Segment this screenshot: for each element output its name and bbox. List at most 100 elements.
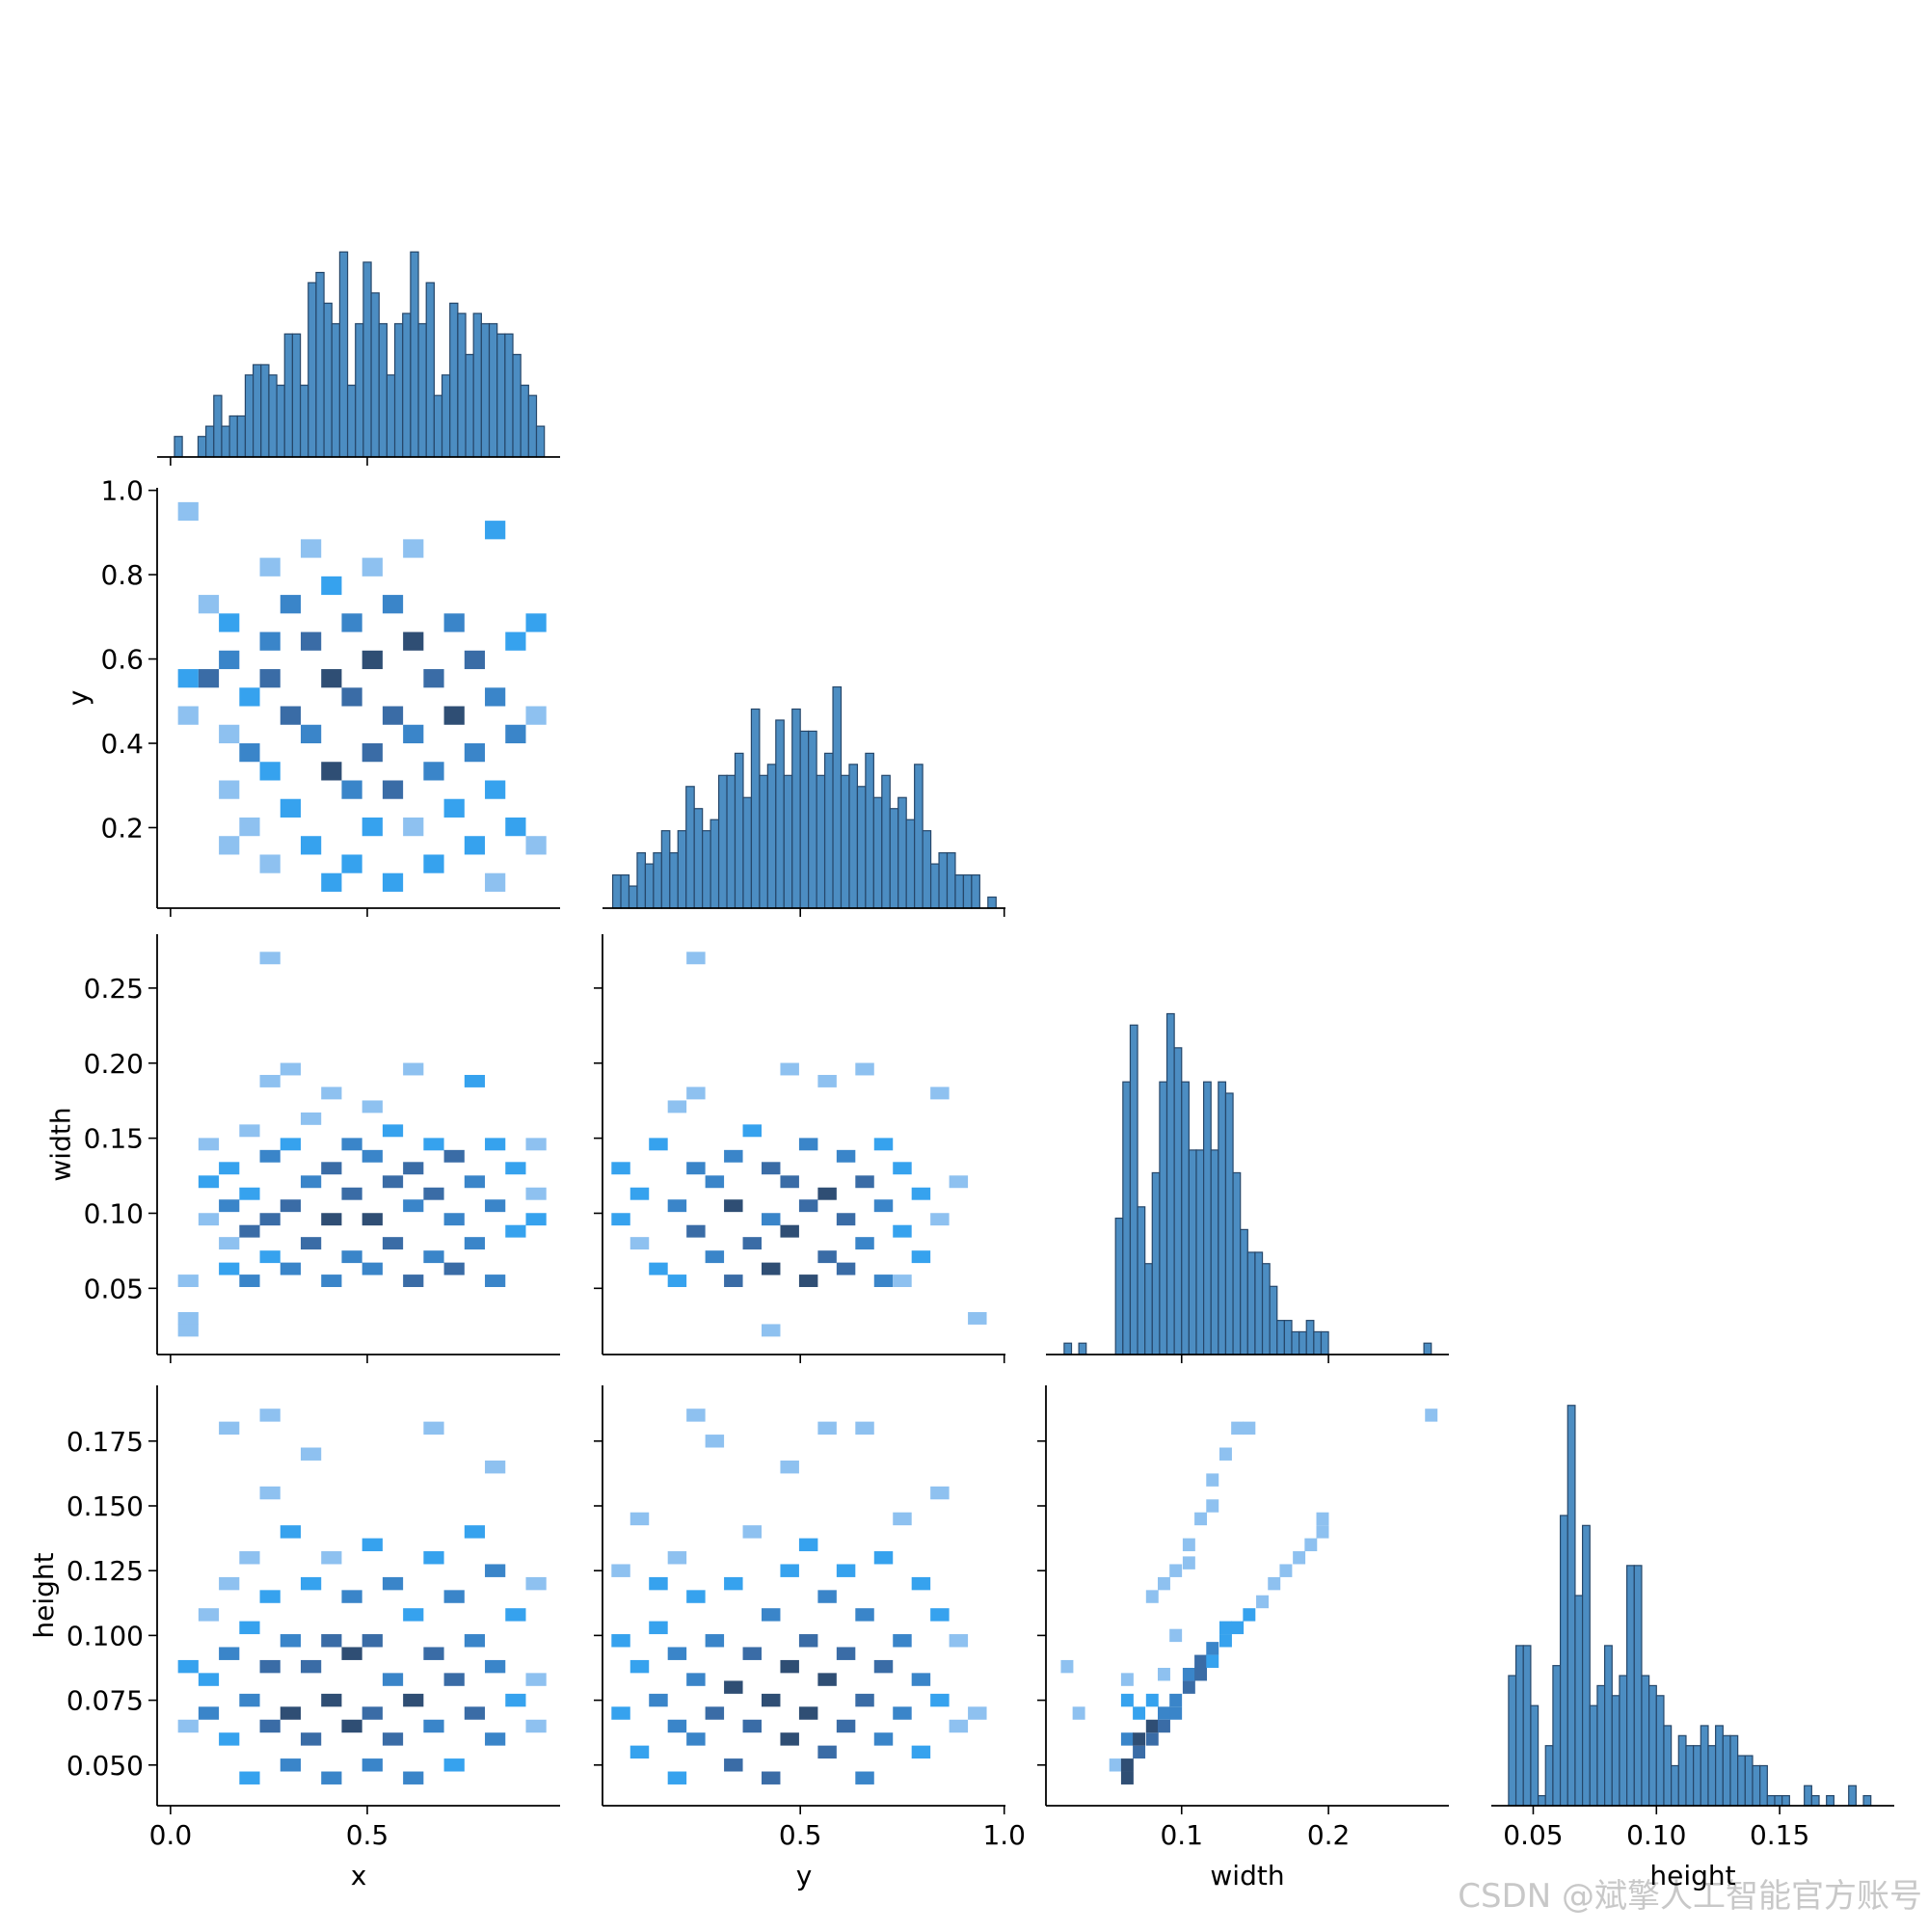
hist2d-cell xyxy=(382,1175,404,1189)
histogram-bar xyxy=(1810,1795,1820,1807)
hist2d-cell xyxy=(1425,1409,1438,1422)
hist2d-cell xyxy=(198,1213,220,1226)
hist2d-cell xyxy=(1120,1758,1134,1772)
histogram-bar xyxy=(1224,1092,1234,1355)
hist2d-cell xyxy=(443,1758,465,1772)
hist2d-cell xyxy=(1158,1667,1170,1681)
hist2d-cell xyxy=(280,1138,301,1151)
hist2d-cell xyxy=(505,1162,526,1175)
hist2d-cell xyxy=(649,1621,668,1635)
hist2d-cell xyxy=(485,521,506,540)
histogram-bar xyxy=(441,374,451,458)
histogram-bar xyxy=(1181,1081,1190,1355)
hist2d-cell xyxy=(321,1162,342,1175)
hist2d-cell xyxy=(485,1199,506,1213)
hist2d-cell xyxy=(1060,1659,1074,1674)
histogram-bar xyxy=(1611,1695,1620,1807)
hist2d-cell xyxy=(362,1634,383,1648)
hist2d-cell xyxy=(611,1162,630,1175)
histogram-bar xyxy=(832,685,843,909)
hist2d-cell xyxy=(443,1673,465,1686)
histogram-bar xyxy=(355,323,364,458)
hist2d-cell xyxy=(341,613,362,632)
y-tick-label: 0.125 xyxy=(67,1555,144,1587)
hist2d-cell xyxy=(525,1138,547,1151)
hist2d-cell xyxy=(259,1486,281,1500)
hist2d-cell xyxy=(239,1693,260,1707)
hist2d-cell xyxy=(1158,1719,1170,1733)
hist2d-cell xyxy=(1182,1680,1195,1694)
hist2d-cell xyxy=(464,1525,486,1539)
hist2d-cell xyxy=(742,1719,762,1733)
histogram-bar xyxy=(1508,1675,1517,1807)
hist2d-cell xyxy=(1206,1642,1219,1655)
histogram-bar xyxy=(808,730,817,909)
hist2d-cell xyxy=(239,1551,260,1565)
hist2d-cell xyxy=(239,743,260,763)
histogram-bar xyxy=(840,774,850,909)
hist2d-cell xyxy=(724,1275,743,1288)
histogram-bar xyxy=(527,394,538,458)
histogram-bar xyxy=(1129,1024,1138,1355)
y-axis-label: y xyxy=(62,690,94,707)
hist2d-cell xyxy=(742,1124,762,1138)
hist2d-cell xyxy=(403,539,424,558)
hist2d-cell xyxy=(742,1237,762,1250)
hist2d-cell xyxy=(505,1224,526,1238)
hist2d-cell xyxy=(382,595,404,614)
histogram-bar xyxy=(1766,1795,1776,1807)
histogram-bar xyxy=(504,333,514,458)
hist2d-cell xyxy=(300,1175,322,1189)
hist2d-cell xyxy=(464,743,486,763)
hist2d-cell xyxy=(686,1732,706,1746)
histogram-bar xyxy=(1063,1342,1073,1355)
hist2d-cell xyxy=(423,1719,444,1733)
hist2d-cell xyxy=(485,872,506,892)
histogram-bar xyxy=(717,774,728,909)
histogram-bar xyxy=(1188,1149,1197,1355)
histogram-bar xyxy=(1522,1645,1532,1807)
hist2d-cell xyxy=(667,1275,687,1288)
histogram-bar xyxy=(1299,1330,1307,1355)
hist2d-cell xyxy=(798,1538,818,1552)
hist2d-cell xyxy=(525,1576,547,1591)
hist2d-cell xyxy=(219,1647,240,1660)
hist2d-cell xyxy=(219,836,240,855)
hist2d-cell xyxy=(705,1175,725,1189)
hist2d-cell xyxy=(280,1706,301,1720)
hist2d-cell xyxy=(443,798,465,818)
hist2d-cell xyxy=(177,1324,199,1337)
y-tick-label: 0.100 xyxy=(67,1620,144,1651)
hist2d-cell xyxy=(423,1250,444,1264)
hist2d-cell xyxy=(485,1732,506,1746)
hist2d-cell xyxy=(705,1634,725,1648)
hist2d-cell xyxy=(259,631,281,651)
histogram-bar xyxy=(742,796,753,909)
hist2d-cell xyxy=(611,1634,630,1648)
hist2d-cell xyxy=(362,1213,383,1226)
hist2d-cell xyxy=(423,669,444,688)
hist2d-cell xyxy=(403,1693,424,1707)
hist2d-cell xyxy=(1120,1673,1134,1686)
histogram-bar xyxy=(1693,1745,1701,1807)
hist2d-cell xyxy=(1194,1654,1208,1668)
hist2d-cell xyxy=(1169,1706,1183,1720)
hist2d-cell xyxy=(403,817,424,837)
hist2d-cell xyxy=(705,1706,725,1720)
histogram-bar xyxy=(1715,1725,1724,1807)
histogram-bar xyxy=(1641,1675,1650,1807)
hist2d-cell xyxy=(239,687,260,707)
hist2d-cell xyxy=(525,1673,547,1686)
hist2d-cell xyxy=(930,1693,950,1707)
histogram-bar xyxy=(1276,1320,1285,1355)
hist2d-cell xyxy=(742,1647,762,1660)
histogram-bar xyxy=(766,764,777,909)
hist2d-cell xyxy=(1243,1421,1256,1436)
panel: 0.05 0.10 0.15 0.20 0.25 width xyxy=(45,934,560,1363)
hist2d-cell xyxy=(893,1275,912,1288)
panel: 0.05 0.10 0.15 height xyxy=(1491,1405,1894,1892)
histogram-bar xyxy=(881,774,891,909)
histogram-bar xyxy=(1552,1665,1562,1807)
hist2d-cell xyxy=(649,1693,668,1707)
histogram-bar xyxy=(465,354,474,458)
